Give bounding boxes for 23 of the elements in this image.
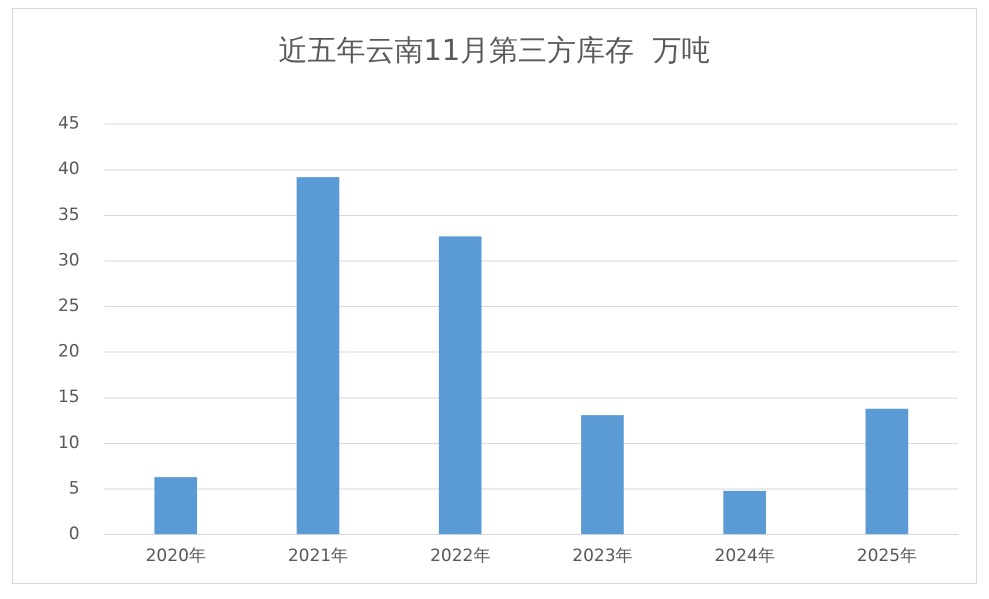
bar [866,408,908,534]
x-tick-label: 2020年 [146,546,206,566]
y-tick-label: 35 [58,204,80,225]
bar [296,177,340,534]
y-tick-label: 20 [58,342,80,362]
x-tick-label: 2021年 [288,546,348,566]
x-tick-label: 2024年 [714,546,775,566]
y-tick-label: 10 [58,432,80,453]
y-tick-label: 5 [68,478,80,498]
bar [438,236,482,534]
y-tick-label: 15 [58,387,80,408]
bar [581,415,624,534]
y-tick-label: 40 [58,159,80,180]
bar [154,477,198,534]
x-tick-label: 2022年 [430,546,490,566]
chart-title: 近五年云南11月第三方库存 万吨 [277,32,712,69]
bar [723,490,766,534]
y-tick-label: 25 [58,296,80,316]
y-tick-label: 30 [58,250,80,270]
x-tick-label: 2023年 [572,546,633,566]
x-tick-label: 2025年 [856,546,918,566]
y-tick-label: 45 [58,114,80,134]
y-tick-label: 0 [68,524,80,544]
